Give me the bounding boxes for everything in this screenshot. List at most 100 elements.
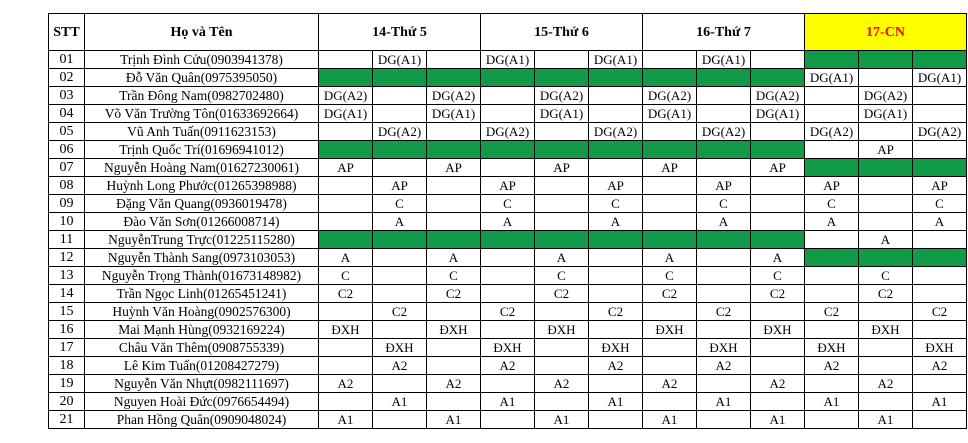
row-name[interactable]: Nguyễn Văn Nhựt(0982111697) [84,374,319,393]
row-name[interactable]: Huỳnh Văn Hoàng(0902576300) [84,302,319,321]
green-cell[interactable] [426,140,481,159]
shift-cell[interactable]: A [534,248,589,267]
shift-cell[interactable]: A [372,212,427,231]
shift-cell[interactable]: ĐXH [912,338,967,357]
shift-cell[interactable] [804,266,859,285]
shift-cell[interactable] [912,104,967,123]
header-day-1[interactable]: 14-Thứ 5 [318,13,481,51]
shift-cell[interactable] [750,338,805,357]
shift-cell[interactable] [534,356,589,375]
green-cell[interactable] [480,68,535,87]
row-name[interactable]: Trần Đông Nam(0982702480) [84,86,319,105]
shift-cell[interactable] [750,392,805,411]
shift-cell[interactable] [480,410,535,429]
shift-cell[interactable] [318,302,373,321]
shift-cell[interactable] [588,320,643,339]
shift-cell[interactable]: ĐXH [534,320,589,339]
shift-cell[interactable]: DG(A2) [696,122,751,141]
shift-cell[interactable]: DG(A2) [858,86,913,105]
row-name[interactable]: Trần Ngọc Linh(01265451241) [84,284,319,303]
row-name[interactable]: NguyễnTrung Trực(01225115280) [84,230,319,249]
shift-cell[interactable] [804,230,859,249]
row-stt[interactable]: 14 [48,284,85,303]
shift-cell[interactable] [696,248,751,267]
shift-cell[interactable] [534,122,589,141]
shift-cell[interactable] [318,176,373,195]
green-cell[interactable] [696,68,751,87]
header-day-4[interactable]: 17-CN [804,13,967,51]
shift-cell[interactable] [534,212,589,231]
shift-cell[interactable]: A1 [480,392,535,411]
shift-cell[interactable] [372,320,427,339]
green-cell[interactable] [804,158,859,177]
green-cell[interactable] [642,68,697,87]
row-stt[interactable]: 15 [48,302,85,321]
shift-cell[interactable]: C2 [318,284,373,303]
shift-cell[interactable] [480,158,535,177]
shift-cell[interactable] [858,338,913,357]
shift-cell[interactable]: A2 [426,374,481,393]
shift-cell[interactable]: A [588,212,643,231]
row-name[interactable]: Nguyen Hoài Đức(0976654494) [84,392,319,411]
green-cell[interactable] [372,140,427,159]
row-stt[interactable]: 19 [48,374,85,393]
shift-cell[interactable]: A [804,212,859,231]
shift-cell[interactable] [750,176,805,195]
shift-cell[interactable] [804,284,859,303]
shift-cell[interactable] [696,410,751,429]
shift-cell[interactable] [750,302,805,321]
shift-cell[interactable] [426,302,481,321]
shift-cell[interactable] [642,392,697,411]
shift-cell[interactable]: C [696,194,751,213]
shift-cell[interactable] [318,338,373,357]
shift-cell[interactable]: A2 [804,356,859,375]
shift-cell[interactable]: AP [534,158,589,177]
shift-cell[interactable] [534,392,589,411]
shift-cell[interactable] [858,302,913,321]
row-stt[interactable]: 09 [48,194,85,213]
row-stt[interactable]: 21 [48,410,85,429]
shift-cell[interactable] [696,86,751,105]
shift-cell[interactable]: AP [372,176,427,195]
shift-cell[interactable]: DG(A1) [588,50,643,69]
shift-cell[interactable]: DG(A1) [480,50,535,69]
shift-cell[interactable] [480,320,535,339]
row-stt[interactable]: 04 [48,104,85,123]
row-name[interactable]: Nguyễn Trọng Thành(01673148982) [84,266,319,285]
shift-cell[interactable]: AP [318,158,373,177]
shift-cell[interactable]: C [804,194,859,213]
shift-cell[interactable]: DG(A2) [480,122,535,141]
shift-cell[interactable] [534,50,589,69]
shift-cell[interactable]: DG(A1) [534,104,589,123]
shift-cell[interactable] [480,266,535,285]
shift-cell[interactable] [750,122,805,141]
green-cell[interactable] [912,158,967,177]
row-stt[interactable]: 10 [48,212,85,231]
shift-cell[interactable]: C [642,266,697,285]
row-stt[interactable]: 20 [48,392,85,411]
row-name[interactable]: Võ Văn Trường Tôn(01633692664) [84,104,319,123]
shift-cell[interactable]: ĐXH [372,338,427,357]
shift-cell[interactable]: A1 [588,392,643,411]
shift-cell[interactable] [426,194,481,213]
shift-cell[interactable]: A [318,248,373,267]
green-cell[interactable] [642,140,697,159]
shift-cell[interactable] [858,122,913,141]
shift-cell[interactable]: DG(A1) [858,104,913,123]
header-day-3[interactable]: 16-Thứ 7 [642,13,805,51]
shift-cell[interactable]: ĐXH [588,338,643,357]
shift-cell[interactable] [318,50,373,69]
shift-cell[interactable]: DG(A1) [750,104,805,123]
shift-cell[interactable]: C [426,266,481,285]
row-name[interactable]: Đỗ Văn Quân(0975395050) [84,68,319,87]
green-cell[interactable] [696,230,751,249]
shift-cell[interactable] [804,104,859,123]
row-stt[interactable]: 06 [48,140,85,159]
shift-cell[interactable] [696,104,751,123]
shift-cell[interactable]: A [426,248,481,267]
shift-cell[interactable] [696,320,751,339]
shift-cell[interactable] [480,248,535,267]
shift-cell[interactable]: A1 [696,392,751,411]
shift-cell[interactable]: A [480,212,535,231]
shift-cell[interactable] [588,104,643,123]
